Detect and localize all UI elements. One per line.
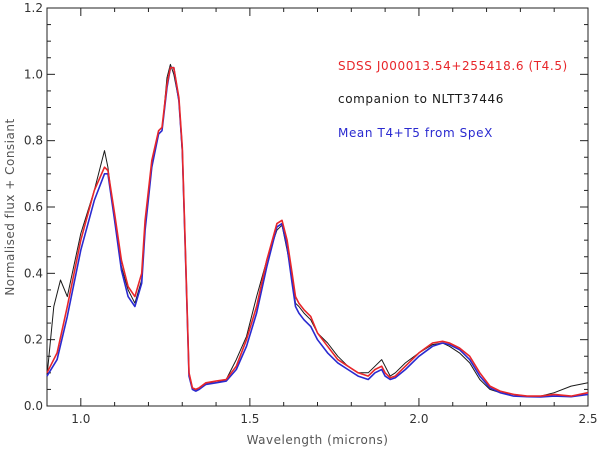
y-axis-title: Normalised flux + Consiant <box>3 118 17 295</box>
x-tick-label: 1.5 <box>240 412 259 426</box>
legend-entry-mean-spex: Mean T4+T5 from SpeX <box>338 126 493 140</box>
series-line-sdss <box>46 66 589 397</box>
legend-entry-companion: companion to NLTT37446 <box>338 92 504 106</box>
legend-entry-sdss: SDSS J000013.54+255418.6 (T4.5) <box>338 59 568 73</box>
y-tick-label: 0.2 <box>24 333 43 347</box>
series-lines <box>46 63 589 398</box>
y-tick-label: 1.0 <box>24 67 43 81</box>
x-tick-label: 2.0 <box>409 412 428 426</box>
y-axis-ticks: 0.0 0.2 0.4 0.6 0.8 1.0 1.2 <box>24 1 588 413</box>
y-tick-label: 1.2 <box>24 1 43 15</box>
y-tick-label: 0.0 <box>24 399 43 413</box>
y-tick-label: 0.6 <box>24 200 43 214</box>
y-tick-label: 0.4 <box>24 266 43 280</box>
x-axis-ticks: 1.0 1.5 2.0 2.5 <box>46 8 598 426</box>
series-line-mean-spex <box>46 66 589 398</box>
series-line-companion <box>46 63 589 397</box>
x-tick-label: 1.0 <box>71 412 90 426</box>
y-tick-label: 0.8 <box>24 134 43 148</box>
x-axis-title: Wavelength (microns) <box>247 433 389 447</box>
legend: SDSS J000013.54+255418.6 (T4.5) companio… <box>338 59 568 140</box>
x-tick-label: 2.5 <box>578 412 597 426</box>
